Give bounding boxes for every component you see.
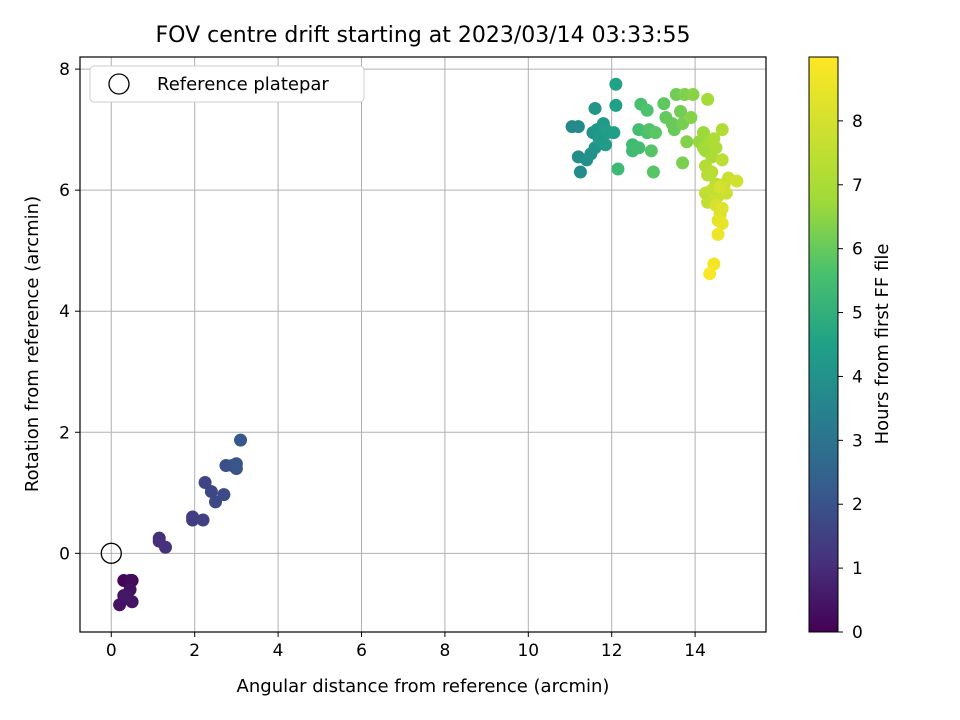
data-point bbox=[674, 104, 688, 118]
data-point bbox=[198, 476, 212, 489]
data-point bbox=[711, 227, 725, 241]
data-point bbox=[598, 138, 612, 152]
y-tick-label: 8 bbox=[59, 60, 70, 80]
data-point bbox=[609, 77, 623, 91]
y-tick-label: 4 bbox=[59, 302, 70, 322]
data-point bbox=[715, 153, 729, 167]
colorbar-label: Hours from first FF file bbox=[872, 244, 893, 445]
chart-title: FOV centre drift starting at 2023/03/14 … bbox=[156, 23, 691, 48]
x-tick-label: 6 bbox=[356, 641, 367, 661]
data-point bbox=[611, 162, 625, 176]
data-point bbox=[648, 126, 662, 140]
data-point bbox=[609, 98, 623, 112]
x-tick-label: 8 bbox=[439, 641, 450, 661]
colorbar-tick-label: 3 bbox=[852, 431, 863, 451]
colorbar-tick-label: 0 bbox=[852, 623, 863, 643]
legend: Reference platepar bbox=[89, 65, 365, 103]
grid bbox=[80, 57, 766, 632]
x-axis-ticks: 0 2 4 6 8 10 12 14 bbox=[106, 632, 706, 661]
data-point bbox=[158, 540, 172, 554]
data-point bbox=[229, 457, 243, 471]
data-point bbox=[676, 156, 690, 170]
data-point bbox=[571, 120, 585, 134]
scatter-points bbox=[113, 77, 744, 612]
data-point bbox=[715, 123, 729, 137]
x-tick-label: 4 bbox=[273, 641, 284, 661]
colorbar-tick-label: 4 bbox=[852, 367, 863, 387]
data-point bbox=[680, 135, 694, 149]
x-tick-label: 10 bbox=[517, 641, 539, 661]
legend-open-circle-icon bbox=[108, 73, 130, 95]
colorbar: 0 1 2 3 4 5 6 7 8 Hours from first FF file bbox=[808, 56, 893, 643]
data-point bbox=[709, 141, 723, 155]
colorbar-tick-label: 6 bbox=[852, 240, 863, 260]
data-point bbox=[119, 589, 133, 603]
legend-box bbox=[89, 65, 365, 103]
y-tick-label: 6 bbox=[59, 181, 70, 201]
legend-entry-label: Reference platepar bbox=[157, 74, 329, 95]
colorbar-tick-label: 8 bbox=[852, 112, 863, 132]
plot-area-frame bbox=[79, 56, 767, 633]
data-point bbox=[686, 88, 700, 102]
data-point bbox=[234, 433, 248, 447]
x-tick-label: 14 bbox=[684, 641, 706, 661]
data-point bbox=[696, 126, 710, 140]
colorbar-tick-label: 5 bbox=[852, 304, 863, 324]
data-point bbox=[701, 92, 715, 106]
data-point bbox=[705, 165, 719, 179]
data-point bbox=[703, 267, 717, 281]
x-axis-label: Angular distance from reference (arcmin) bbox=[237, 676, 610, 697]
x-tick-label: 12 bbox=[601, 641, 623, 661]
data-point bbox=[113, 598, 127, 612]
reference-platepar-marker bbox=[100, 542, 122, 564]
data-point bbox=[646, 165, 660, 179]
data-point bbox=[640, 103, 654, 117]
data-point bbox=[730, 174, 744, 188]
colorbar-tick-label: 7 bbox=[852, 176, 863, 196]
x-tick-label: 2 bbox=[189, 641, 200, 661]
data-point bbox=[632, 141, 646, 155]
data-point bbox=[588, 101, 602, 115]
data-point bbox=[186, 513, 200, 527]
colorbar-gradient bbox=[808, 56, 839, 633]
data-point bbox=[715, 201, 729, 215]
colorbar-tick-label: 1 bbox=[852, 559, 863, 579]
data-point bbox=[713, 180, 727, 194]
colorbar-tick-label: 2 bbox=[852, 495, 863, 515]
x-tick-label: 0 bbox=[106, 641, 117, 661]
data-point bbox=[715, 216, 729, 230]
data-point bbox=[217, 488, 231, 502]
data-point bbox=[644, 144, 658, 158]
reference-marker-layer bbox=[100, 542, 122, 564]
data-point bbox=[196, 513, 210, 527]
colorbar-ticks: 0 1 2 3 4 5 6 7 8 bbox=[838, 112, 863, 643]
y-axis-ticks: 0 2 4 6 8 bbox=[59, 60, 80, 564]
y-axis-label: Rotation from reference (arcmin) bbox=[22, 196, 43, 492]
data-point bbox=[657, 97, 671, 111]
data-point bbox=[684, 111, 698, 125]
y-tick-label: 2 bbox=[59, 423, 70, 443]
data-point bbox=[573, 165, 587, 179]
data-point bbox=[204, 485, 218, 499]
data-point bbox=[607, 126, 621, 140]
y-tick-label: 0 bbox=[59, 544, 70, 564]
